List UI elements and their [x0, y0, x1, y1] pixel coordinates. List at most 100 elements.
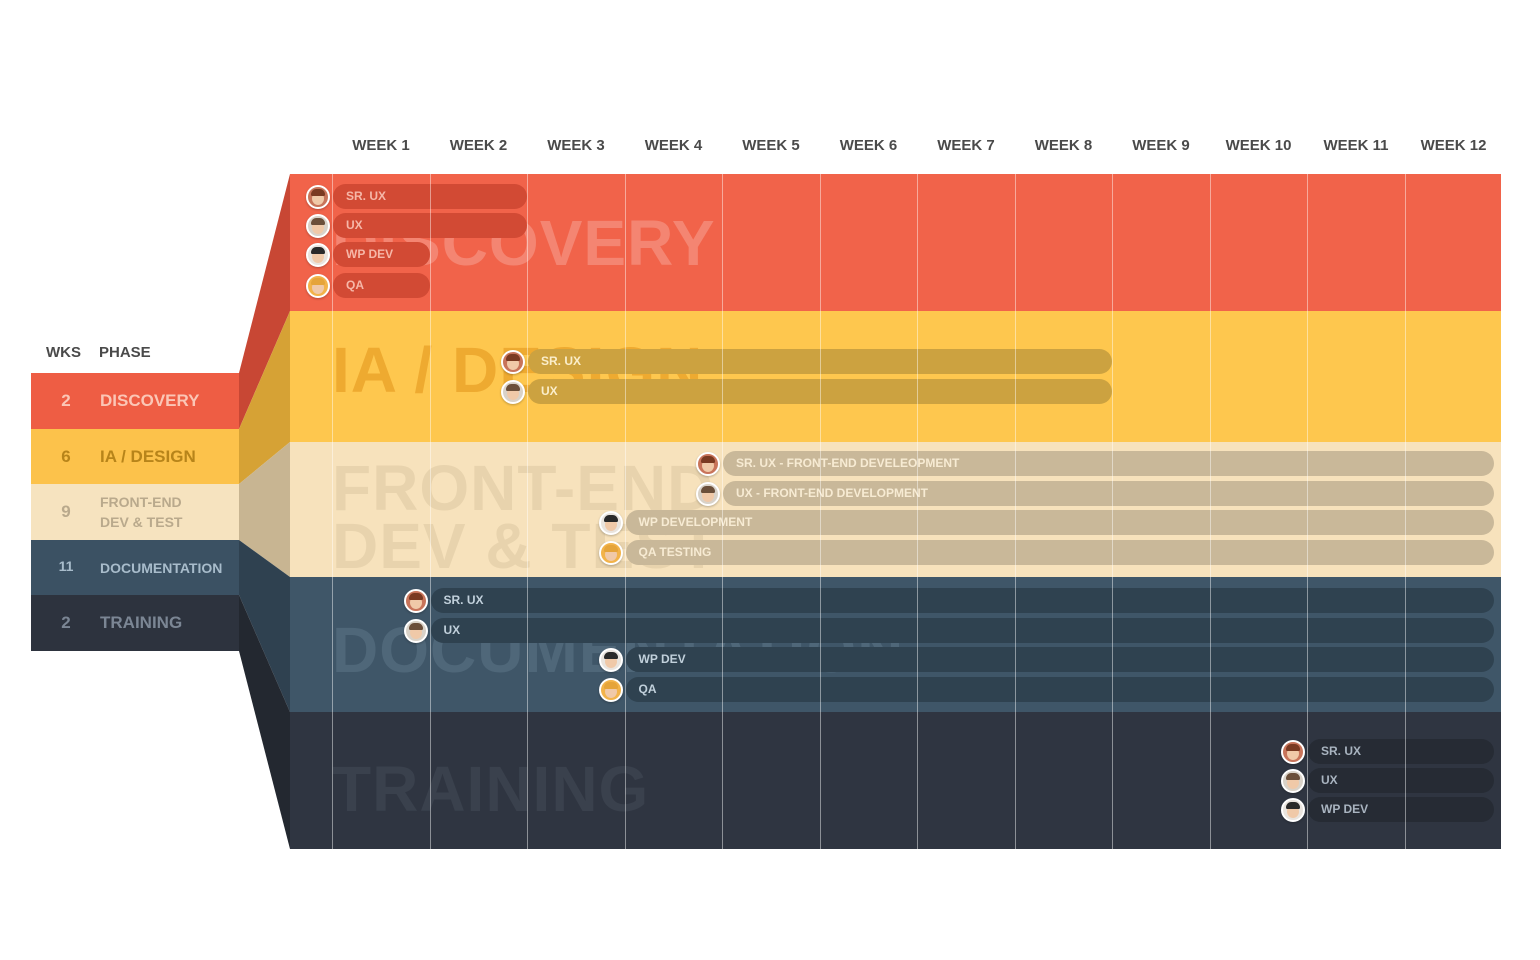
phase-title: TRAINING: [332, 753, 650, 825]
legend-weeks: 2: [61, 391, 71, 410]
task-label: UX: [443, 623, 461, 637]
task-label: UX: [1321, 773, 1338, 787]
task-label: WP DEV: [1321, 802, 1369, 816]
task-bar: [333, 242, 430, 267]
legend-weeks: 6: [61, 446, 71, 466]
funnel-segment: [239, 595, 290, 849]
legend-phase: FRONT-END DEV & TEST: [100, 494, 183, 530]
week-gridline: [1307, 174, 1308, 849]
task-bar: [625, 510, 1494, 535]
task-label: SR. UX: [1321, 744, 1362, 758]
avatar-man-dark-icon: [306, 242, 330, 267]
task-bar: [1308, 739, 1494, 764]
week-label: WEEK 1: [352, 137, 410, 154]
week-gridline: [917, 174, 918, 849]
avatar-man-red-beard-icon: [403, 588, 428, 613]
avatar-man-glasses-icon: [696, 481, 720, 506]
avatar-man-glasses-icon: [403, 618, 428, 643]
task-bar: [723, 451, 1494, 476]
task-bar: [625, 677, 1494, 702]
week-gridline: [819, 174, 821, 849]
week-gridline: [332, 174, 333, 849]
week-gridline: [1112, 174, 1113, 849]
week-gridline: [527, 174, 528, 849]
avatar-man-glasses-icon: [1281, 768, 1305, 793]
avatar-man-glasses-icon: [501, 379, 525, 404]
task-bar: [625, 647, 1494, 672]
legend-phase: IA / DESIGN: [100, 446, 196, 466]
task-label: SR. UX: [443, 593, 484, 607]
task-bar: [333, 184, 527, 209]
legend-row: 9 FRONT-END DEV & TEST: [31, 484, 239, 540]
legend-phase: TRAINING: [100, 613, 183, 632]
task-label: WP DEV: [638, 652, 686, 666]
week-gridline: [624, 174, 626, 849]
task-bar: [333, 213, 527, 238]
task-label: QA TESTING: [638, 545, 712, 559]
avatar-man-red-beard-icon: [306, 184, 330, 209]
task-bar: [1308, 768, 1494, 793]
legend-phase: DISCOVERY: [100, 391, 200, 410]
wks-header: WKS: [46, 344, 81, 361]
week-gridline: [1209, 174, 1211, 849]
task-bar: [430, 618, 1494, 643]
task-bar: [528, 349, 1112, 374]
week-gridline: [1404, 174, 1406, 849]
task-label: SR. UX: [346, 189, 387, 203]
week-gridline: [1014, 174, 1016, 849]
week-label: WEEK 7: [937, 137, 995, 154]
task-bar: [723, 481, 1494, 506]
task-label: SR. UX: [541, 354, 582, 368]
task-label: QA: [346, 278, 364, 292]
task-label: UX - FRONT-END DEVELOPMENT: [736, 486, 929, 500]
week-label: WEEK 8: [1034, 137, 1093, 154]
legend-row: 2 TRAINING: [31, 595, 239, 651]
avatar-woman-blonde-icon: [598, 677, 623, 702]
week-label: WEEK 3: [547, 137, 605, 154]
week-label: WEEK 4: [644, 137, 703, 154]
task-label: UX: [541, 384, 558, 398]
avatar-man-dark-icon: [598, 647, 623, 672]
week-label: WEEK 10: [1225, 137, 1292, 154]
task-label: QA: [638, 682, 657, 696]
week-label: WEEK 2: [449, 137, 508, 154]
task-bar: [333, 273, 430, 298]
avatar-woman-blonde-icon: [598, 540, 623, 565]
legend-weeks: 11: [58, 557, 74, 574]
task-label: WP DEVELOPMENT: [638, 515, 753, 529]
legend-row: 2 DISCOVERY: [31, 373, 239, 429]
task-label: UX: [346, 218, 363, 232]
task-bar: [625, 540, 1494, 565]
avatar-man-glasses-icon: [306, 213, 330, 238]
phase-band: FRONT-END DEV & TEST SR. UX - FRONT-END DE…: [290, 442, 1501, 577]
funnel-segment: [239, 442, 290, 577]
legend-phase: DOCUMENTATION: [100, 559, 223, 576]
week-gridline: [722, 174, 723, 849]
legend-weeks: 2: [61, 613, 71, 632]
week-gridline: [429, 174, 431, 849]
funnel-segment: [239, 174, 290, 429]
week-label: WEEK 11: [1323, 137, 1389, 154]
task-bar: [528, 379, 1112, 404]
task-label: SR. UX - FRONT-END DEVELEOPMENT: [736, 456, 960, 470]
funnel-segment: [239, 540, 290, 712]
avatar-man-dark-icon: [598, 510, 623, 535]
phase-band: DISCOVERY SR. UX UX WP DEV QA: [290, 174, 1501, 311]
avatar-woman-blonde-icon: [306, 273, 330, 298]
funnel-segment: [239, 311, 290, 484]
week-label: WEEK 5: [742, 137, 800, 154]
task-bar: [1308, 797, 1494, 822]
legend-row: 6 IA / DESIGN: [31, 429, 239, 484]
avatar-man-red-beard-icon: [1281, 739, 1305, 764]
legend-row: 11 DOCUMENTATION: [31, 540, 239, 595]
week-label: WEEK 12: [1420, 137, 1487, 154]
phase-header: PHASE: [99, 344, 151, 361]
phase-band: TRAINING SR. UX UX WP DEV: [290, 712, 1501, 849]
week-label: WEEK 6: [839, 137, 898, 154]
task-bar: [430, 588, 1494, 613]
avatar-man-red-beard-icon: [501, 349, 525, 374]
avatar-man-red-beard-icon: [696, 451, 720, 476]
